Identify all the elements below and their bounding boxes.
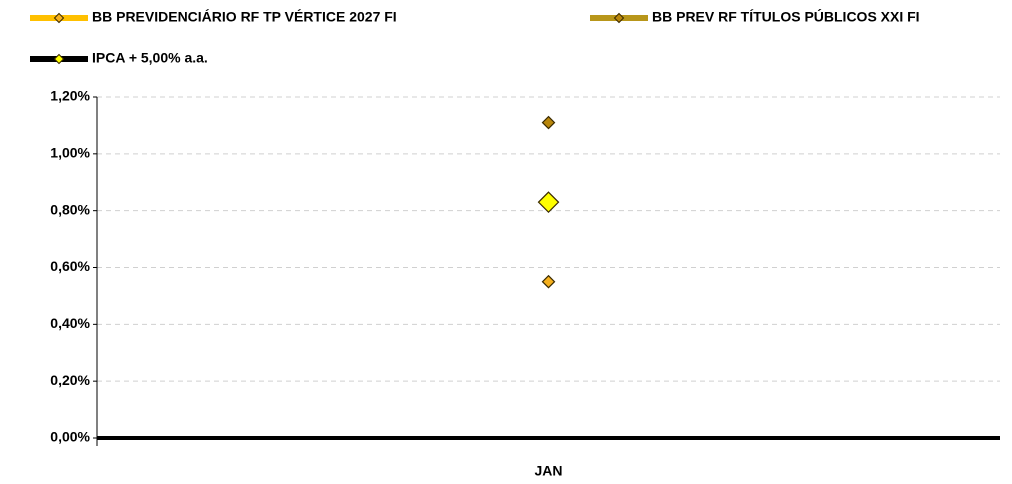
x-tick-label: JAN [534,463,562,479]
y-tick-label: 1,00% [50,145,90,161]
y-tick-label: 0,80% [50,201,90,217]
data-point [537,191,560,213]
legend-label: BB PREVIDENCIÁRIO RF TP VÉRTICE 2027 FI [92,9,397,25]
data-point [541,274,556,289]
legend-label: IPCA + 5,00% a.a. [92,50,208,66]
legend-label: BB PREV RF TÍTULOS PÚBLICOS XXI FI [652,8,920,25]
y-tick-label: 0,20% [50,372,90,388]
legend-marker [53,12,65,24]
legend-marker [53,53,65,65]
y-tick-label: 1,20% [50,88,90,104]
legend-marker [613,12,625,24]
y-tick-label: 0,40% [50,315,90,331]
data-point [541,115,556,130]
y-tick-label: 0,60% [50,258,90,274]
y-tick-label: 0,00% [50,429,90,445]
